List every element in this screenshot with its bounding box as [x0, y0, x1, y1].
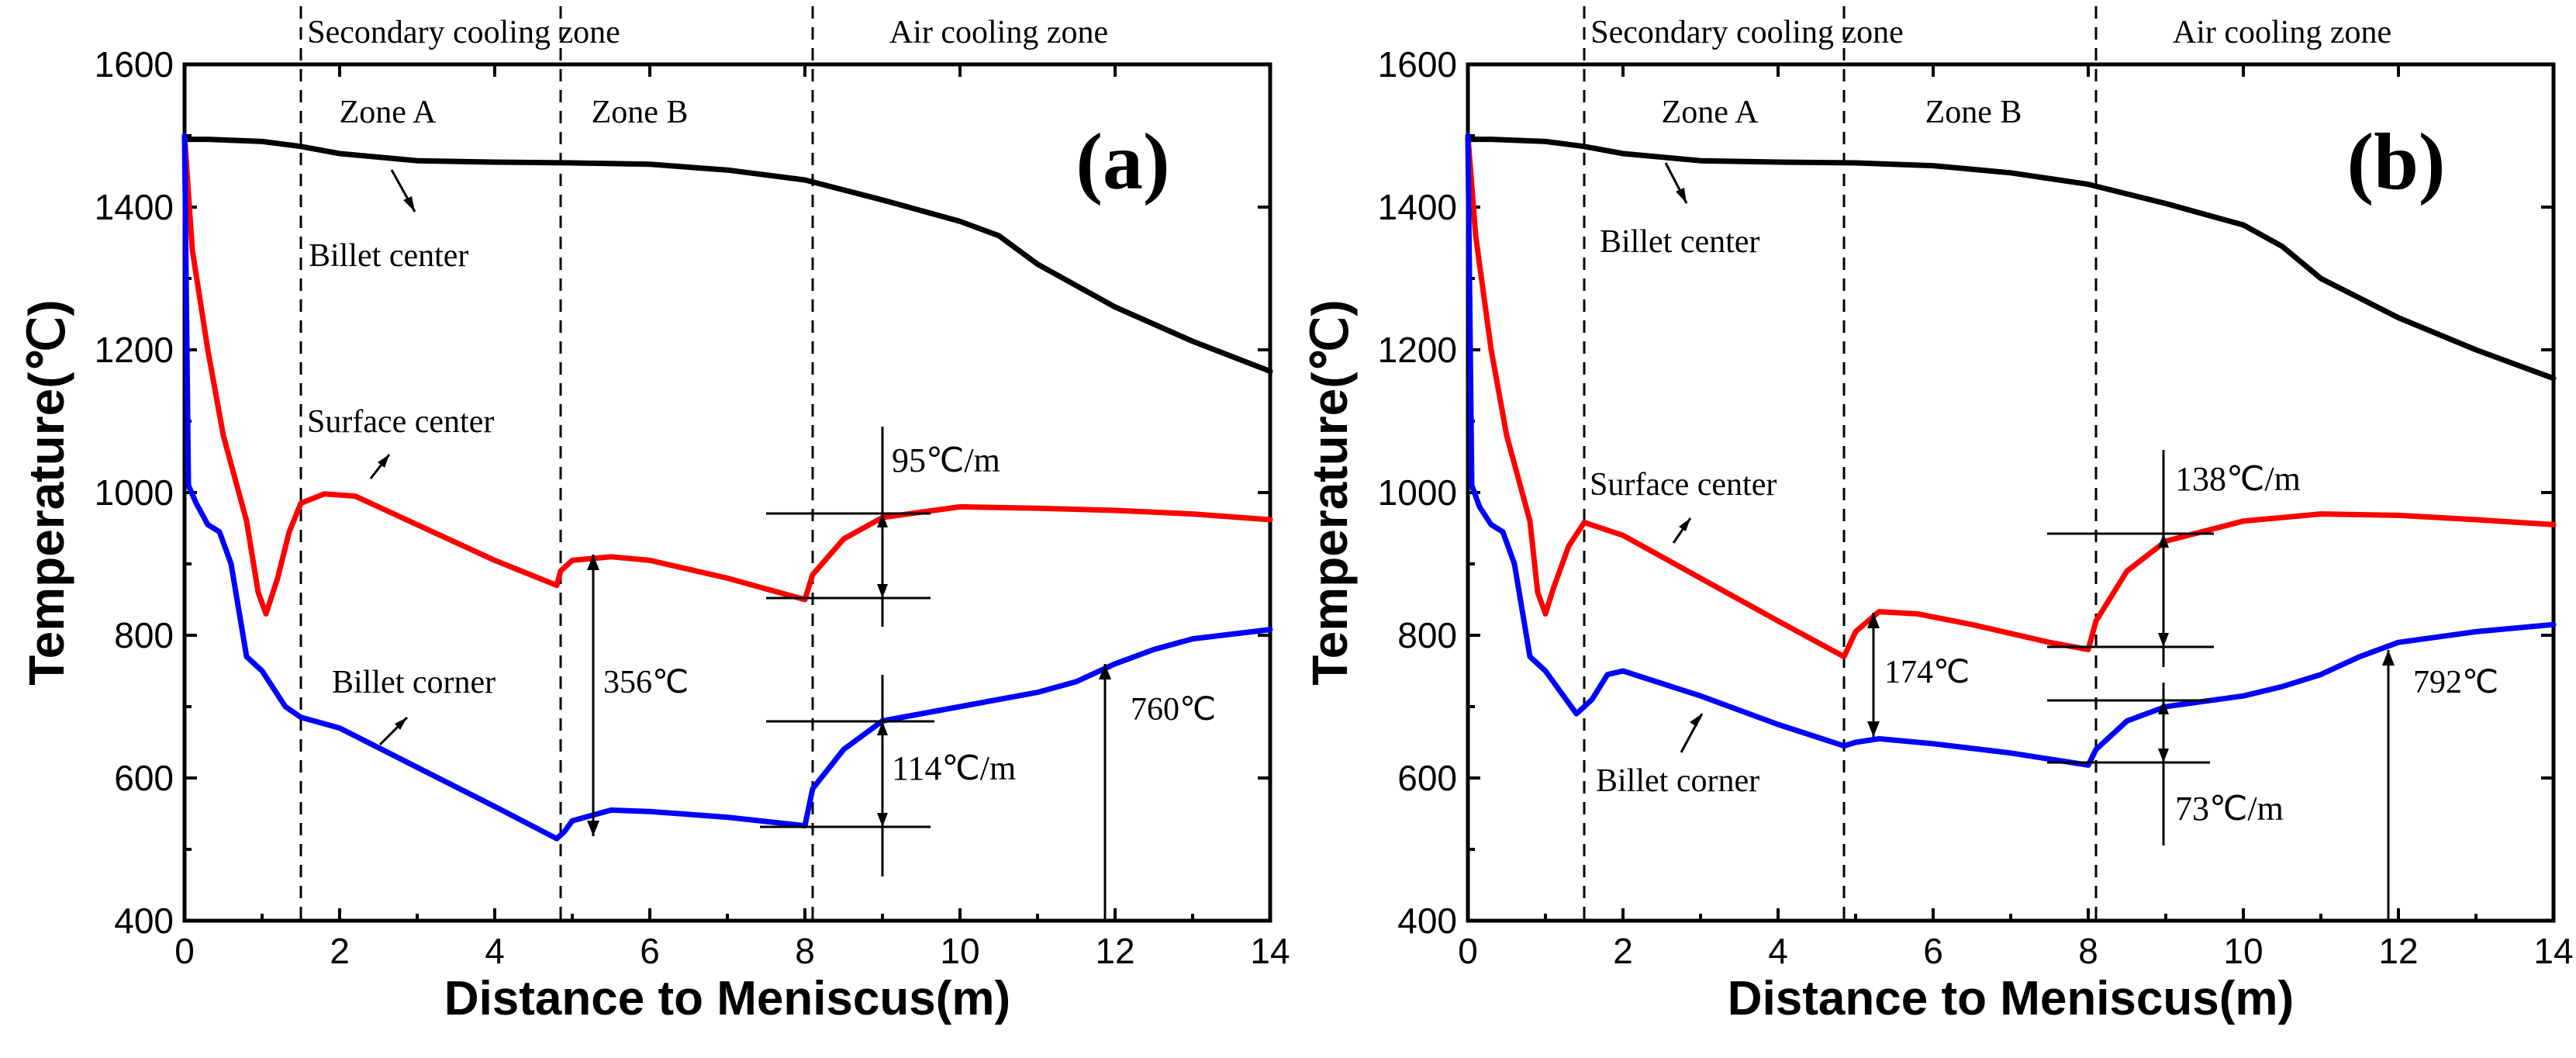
x-tick-label: 4 [1768, 931, 1788, 971]
arrowhead [1867, 613, 1880, 628]
delta-temp-label: 356℃ [603, 665, 689, 700]
y-tick-label: 400 [114, 901, 174, 941]
arrowhead [1867, 721, 1880, 737]
y-tick-label: 800 [114, 615, 174, 655]
curve-label-billet-center: Billet center [309, 238, 468, 274]
series-billet-corner [1465, 133, 2557, 768]
chart-panel-a: 0 2 4 6 8 10 12 14 400 600 800 1000 1200 1400 1600 Tem… [19, 6, 1290, 1025]
x-tick-label: 14 [2533, 931, 2573, 971]
curve-label-surface-center: Surface center [307, 404, 494, 440]
arrowhead [378, 455, 389, 468]
corner-temp-label: 792℃ [2413, 665, 2498, 700]
zone-boundaries [1583, 6, 2098, 921]
zone-header-secondary: Secondary cooling zone [307, 15, 620, 50]
y-axis-label: Temperature(℃) [19, 299, 74, 685]
x-tick-label: 2 [1613, 931, 1633, 971]
zone-label-b: Zone B [1925, 95, 2022, 130]
tick-labels: 0 2 4 6 8 10 12 14 400 600 800 1000 1200 1400 1600 [1378, 44, 2574, 971]
arrowhead [2158, 633, 2169, 647]
x-tick-label: 0 [1458, 931, 1478, 971]
x-tick-label: 6 [1923, 931, 1943, 971]
arrowhead [2382, 650, 2395, 666]
arrowhead [1690, 714, 1702, 727]
y-tick-label: 1400 [95, 187, 174, 227]
surface-gradient-label: 95℃/m [892, 441, 1000, 479]
y-tick-label: 1200 [95, 330, 174, 370]
arrowhead [2158, 534, 2169, 548]
y-tick-label: 1400 [1378, 187, 1457, 227]
y-tick-label: 1600 [1378, 44, 1457, 85]
x-tick-label: 6 [640, 931, 660, 971]
zone-header-air: Air cooling zone [889, 15, 1108, 50]
corner-temp-label: 760℃ [1131, 692, 1216, 728]
zone-label-a: Zone A [340, 95, 437, 130]
y-tick-label: 1600 [95, 44, 174, 85]
x-tick-label: 10 [2223, 931, 2263, 971]
arrowhead [403, 196, 415, 212]
delta-temp-label: 174℃ [1884, 655, 1970, 690]
y-axis-label: Temperature(℃) [1302, 299, 1358, 685]
series-billet-center [1465, 137, 2557, 382]
arrowhead [587, 555, 599, 570]
surface-gradient-label: 138℃/m [2175, 460, 2301, 498]
arrowhead [877, 584, 888, 598]
chart-panel-b: 0 2 4 6 8 10 12 14 400 600 800 1000 1200 1400 1600 Tem… [1302, 6, 2574, 1025]
x-axis-label: Distance to Meniscus(m) [1728, 972, 2294, 1025]
zone-label-b: Zone B [592, 95, 689, 130]
x-tick-label: 2 [330, 931, 350, 971]
x-tick-label: 14 [1250, 931, 1290, 971]
zone-header-secondary: Secondary cooling zone [1590, 15, 1904, 50]
x-tick-label: 12 [1095, 931, 1134, 971]
arrowhead [877, 513, 888, 527]
corner-gradient-label: 114℃/m [892, 749, 1016, 787]
arrowhead [877, 721, 888, 735]
curve-label-billet-center: Billet center [1600, 224, 1759, 260]
tick-labels: 0 2 4 6 8 10 12 14 400 600 800 1000 1200 1400 1600 [95, 44, 1290, 971]
x-tick-label: 0 [174, 931, 195, 971]
panel-letter: (a) [1076, 117, 1169, 206]
arrowhead [1099, 664, 1111, 679]
axis-ticks [1466, 63, 2555, 922]
series-surface-center [1465, 133, 2557, 660]
arrowhead [1679, 518, 1690, 531]
x-tick-label: 4 [485, 931, 505, 971]
curve-label-surface-center: Surface center [1590, 467, 1777, 503]
y-tick-label: 1000 [95, 472, 174, 513]
corner-gradient-label: 73℃/m [2175, 790, 2284, 828]
series-surface-center [181, 133, 1273, 617]
series-layer [1465, 133, 2557, 768]
arrowhead [2158, 700, 2169, 714]
panel-letter: (b) [2346, 117, 2445, 206]
y-tick-label: 600 [1397, 758, 1457, 798]
y-tick-label: 1000 [1378, 472, 1457, 513]
x-axis-label: Distance to Meniscus(m) [444, 972, 1010, 1025]
y-tick-label: 600 [114, 758, 174, 798]
zone-label-a: Zone A [1662, 95, 1759, 130]
arrowhead [2158, 749, 2169, 762]
curve-label-billet-corner: Billet corner [332, 665, 496, 700]
x-tick-label: 8 [2078, 931, 2098, 971]
x-tick-label: 10 [940, 931, 979, 971]
y-tick-label: 400 [1397, 901, 1457, 941]
arrowhead [587, 821, 599, 836]
series-billet-corner [181, 133, 1273, 842]
x-tick-label: 8 [795, 931, 815, 971]
zone-header-air: Air cooling zone [2173, 15, 2391, 50]
arrowhead [395, 717, 407, 730]
series-billet-center [181, 137, 1273, 375]
zone-boundaries [299, 6, 814, 921]
curve-label-billet-corner: Billet corner [1596, 763, 1759, 799]
y-tick-label: 1200 [1378, 330, 1457, 370]
arrowhead [1676, 188, 1687, 203]
x-tick-label: 12 [2378, 931, 2418, 971]
arrowhead [877, 813, 888, 827]
y-tick-label: 800 [1397, 615, 1457, 655]
